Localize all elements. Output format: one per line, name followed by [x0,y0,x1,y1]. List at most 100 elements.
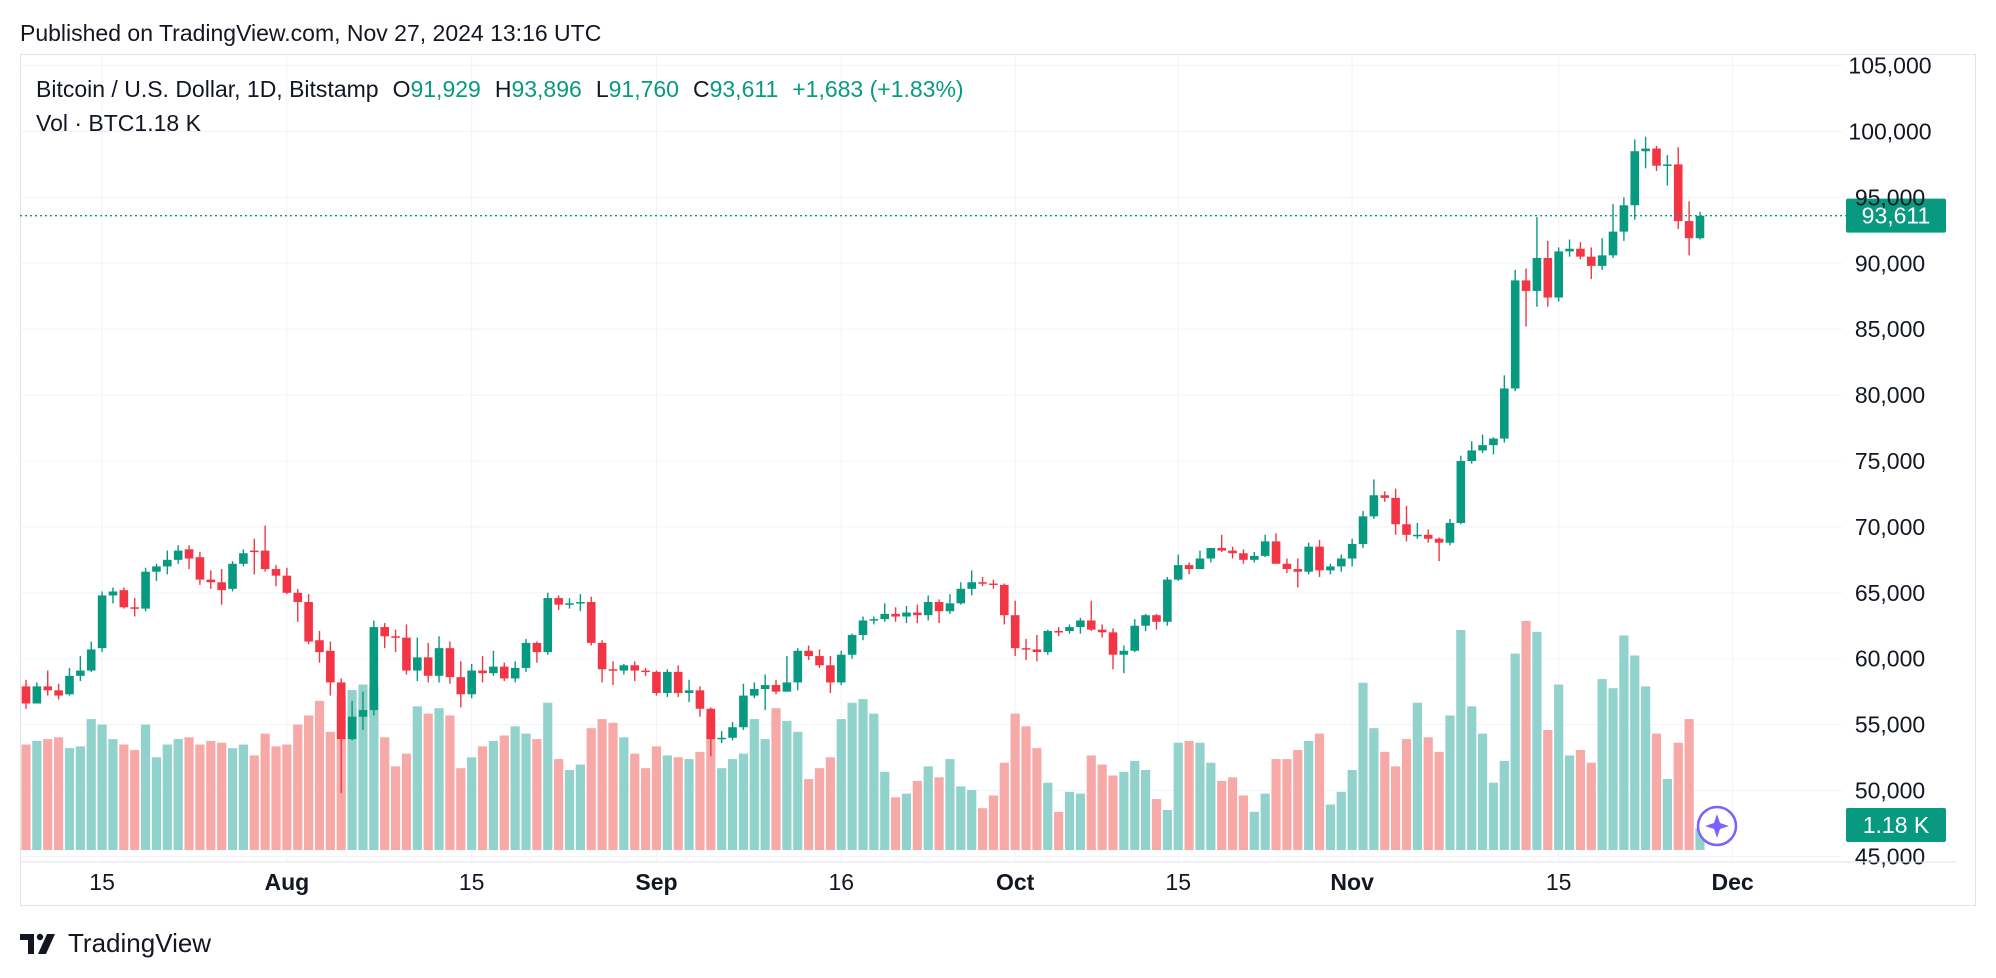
candle-body[interactable] [923,602,933,616]
candle-body[interactable] [1586,256,1596,266]
candle-body[interactable] [1043,631,1053,653]
candle-body[interactable] [489,666,498,674]
candle-body[interactable] [641,670,650,673]
candle-body[interactable] [1152,615,1161,622]
candle-body[interactable] [804,650,813,657]
candle-body[interactable] [565,603,574,605]
candle-body[interactable] [597,642,607,670]
candle-body[interactable] [358,710,368,717]
candle-body[interactable] [163,559,172,567]
candle-body[interactable] [1684,221,1694,239]
candle-body[interactable] [1086,620,1096,630]
candle-body[interactable] [1500,388,1509,439]
candle-body[interactable] [858,620,868,635]
candle-body[interactable] [510,667,520,679]
candle-body[interactable] [1271,541,1281,564]
candle-body[interactable] [152,566,161,572]
candle-body[interactable] [1239,553,1248,560]
candle-body[interactable] [1032,649,1042,653]
tradingview-brand[interactable]: TradingView [20,928,211,959]
candle-body[interactable] [1597,255,1607,266]
candle-body[interactable] [184,549,194,559]
candle-body[interactable] [326,650,335,683]
candle-body[interactable] [413,657,422,671]
candle-body[interactable] [239,553,248,564]
candle-body[interactable] [173,550,183,560]
candle-body[interactable] [43,686,53,691]
candle-body[interactable] [369,627,379,711]
candle-body[interactable] [130,607,139,609]
candle-body[interactable] [1391,497,1400,525]
candle-body[interactable] [782,682,792,692]
candle-body[interactable] [1358,516,1368,545]
candle-body[interactable] [1489,438,1498,446]
candle-body[interactable] [293,592,303,603]
candle-body[interactable] [499,666,509,679]
candle-body[interactable] [978,582,987,584]
candle-body[interactable] [826,665,835,683]
candle-body[interactable] [619,665,629,671]
candle-body[interactable] [1630,151,1640,206]
candle-body[interactable] [347,716,357,740]
candle-body[interactable] [1521,280,1531,291]
candle-body[interactable] [1282,563,1292,570]
candle-body[interactable] [206,579,216,583]
candle-body[interactable] [1217,547,1226,551]
candle-body[interactable] [1108,632,1118,655]
candle-body[interactable] [76,670,85,676]
candle-body[interactable] [97,595,107,649]
candle-body[interactable] [630,665,640,671]
candle-body[interactable] [1456,460,1466,523]
candle-body[interactable] [1467,450,1477,461]
candle-body[interactable] [1184,565,1194,570]
candle-body[interactable] [1315,546,1324,571]
candle-body[interactable] [391,636,400,638]
candle-body[interactable] [1510,280,1520,389]
candle-body[interactable] [739,695,748,728]
candle-body[interactable] [32,686,42,704]
candle-body[interactable] [695,690,705,709]
candle-body[interactable] [1260,541,1270,556]
candle-body[interactable] [1021,648,1031,650]
candle-body[interactable] [1576,248,1585,257]
candle-body[interactable] [663,671,672,693]
candle-body[interactable] [467,670,476,695]
candle-body[interactable] [1641,148,1650,152]
candle-body[interactable] [315,640,324,653]
candle-body[interactable] [717,737,726,740]
candle-body[interactable] [836,654,846,683]
candle-body[interactable] [706,708,716,740]
candle-body[interactable] [684,690,694,693]
candle-body[interactable] [586,602,596,643]
candle-body[interactable] [86,649,96,671]
candle-body[interactable] [1673,164,1683,222]
candle-body[interactable] [815,656,824,666]
candle-body[interactable] [260,550,270,570]
candle-body[interactable] [989,583,998,586]
chart-frame[interactable] [20,54,1976,906]
candle-body[interactable] [1369,495,1379,517]
candle-body[interactable] [554,598,563,605]
candle-body[interactable] [1347,544,1357,559]
candle-body[interactable] [1434,538,1444,543]
candle-body[interactable] [1565,248,1574,252]
candle-body[interactable] [1554,251,1563,298]
candle-body[interactable] [1326,566,1335,571]
candle-body[interactable] [217,582,226,591]
candle-body[interactable] [673,671,683,693]
candle-body[interactable] [1543,257,1553,298]
candle-body[interactable] [456,677,466,695]
candle-body[interactable] [1130,625,1140,651]
candle-body[interactable] [749,689,759,696]
candle-body[interactable] [228,563,237,589]
candle-body[interactable] [847,634,857,655]
candle-body[interactable] [423,657,433,676]
candle-body[interactable] [1054,631,1063,633]
candle-body[interactable] [771,685,781,692]
candle-body[interactable] [21,686,31,704]
candle-body[interactable] [956,588,966,604]
candle-body[interactable] [195,557,205,580]
candle-body[interactable] [532,642,542,653]
candle-body[interactable] [728,727,737,738]
